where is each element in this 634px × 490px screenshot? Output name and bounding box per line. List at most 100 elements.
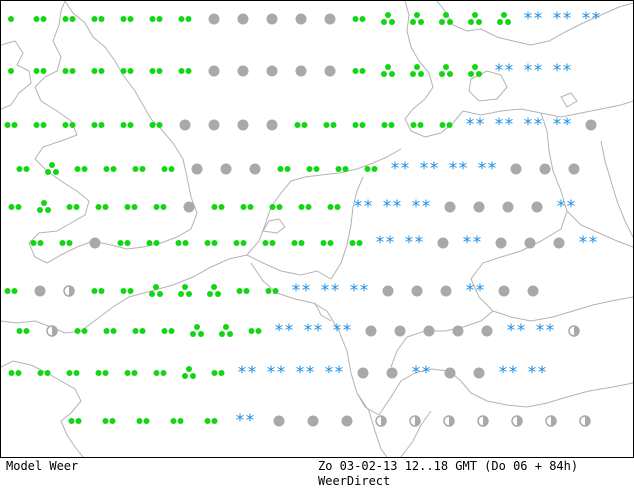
svg-text:*: *	[509, 363, 518, 383]
snow-symbol: * *	[528, 363, 547, 383]
rain-symbol	[298, 204, 312, 210]
rain-symbol	[233, 240, 247, 246]
rain-symbol	[327, 204, 341, 210]
heavy-rain-symbol	[381, 64, 395, 77]
svg-text:*: *	[524, 115, 533, 135]
credit-label: WeerDirect	[318, 474, 391, 488]
rain-symbol	[62, 68, 76, 74]
cloud-symbol	[307, 415, 319, 427]
svg-text:*: *	[333, 321, 342, 341]
rain-symbol	[204, 240, 218, 246]
svg-text:*: *	[383, 197, 392, 217]
cloud-symbol	[473, 367, 485, 379]
cloud-symbol	[183, 201, 195, 213]
snow-symbol: * *	[478, 159, 497, 179]
cloud-symbol	[531, 201, 543, 213]
cloud-symbol	[266, 119, 278, 131]
rain-symbol	[102, 418, 116, 424]
cloud-symbol	[539, 163, 551, 175]
svg-text:*: *	[589, 233, 598, 253]
svg-text:*: *	[563, 115, 572, 135]
svg-text:*: *	[422, 197, 431, 217]
svg-text:*: *	[296, 363, 305, 383]
border-germany-netherlands	[330, 176, 364, 280]
svg-text:*: *	[314, 321, 323, 341]
map-frame: * * * * * * * * * * * * * * * * * * * * * * * * * * * * * * * * * * * * * * * *…	[0, 0, 634, 458]
cloud-symbol	[473, 201, 485, 213]
svg-text:*: *	[391, 159, 400, 179]
rain-symbol	[120, 68, 134, 74]
rain-symbol	[120, 122, 134, 128]
rain-symbol	[136, 418, 150, 424]
svg-text:*: *	[331, 281, 340, 301]
rain-symbol	[132, 166, 146, 172]
snow-symbol: * *	[350, 281, 369, 301]
rain-symbol	[269, 204, 283, 210]
svg-text:*: *	[534, 61, 543, 81]
rain-symbol	[153, 204, 167, 210]
svg-text:*: *	[285, 321, 294, 341]
svg-text:*: *	[302, 281, 311, 301]
svg-text:*: *	[393, 197, 402, 217]
rain-symbol	[149, 68, 163, 74]
border-germany-poland	[540, 112, 568, 212]
cloud-symbol	[220, 163, 232, 175]
rain-symbol	[265, 288, 279, 294]
heavy-rain-symbol	[207, 284, 221, 297]
cloud-symbol	[89, 237, 101, 249]
cloud-symbol	[324, 65, 336, 77]
svg-text:*: *	[495, 61, 504, 81]
heavy-rain-symbol	[178, 284, 192, 297]
svg-text:*: *	[505, 61, 514, 81]
border-austria-italy	[470, 382, 634, 408]
svg-text:*: *	[304, 321, 313, 341]
rain-symbol	[236, 288, 250, 294]
cloud-symbol	[423, 325, 435, 337]
rain-symbol	[91, 288, 105, 294]
rain-symbol	[153, 370, 167, 376]
cloud-symbol	[411, 285, 423, 297]
snow-symbol: * *	[557, 197, 576, 217]
svg-text:*: *	[420, 159, 429, 179]
snow-symbol: * *	[553, 61, 572, 81]
rain-symbol	[4, 288, 18, 294]
rain-symbol	[91, 122, 105, 128]
coastline-zealand	[468, 70, 508, 102]
border-switzerland	[378, 368, 472, 416]
snow-symbol: * *	[524, 9, 543, 29]
rain-symbol	[103, 166, 117, 172]
svg-text:*: *	[422, 363, 431, 383]
cloud-symbol	[179, 119, 191, 131]
cloud-symbol	[527, 285, 539, 297]
svg-text:*: *	[488, 159, 497, 179]
rain-symbol	[95, 370, 109, 376]
svg-text:*: *	[412, 363, 421, 383]
snow-symbol: * *	[275, 321, 294, 341]
svg-text:*: *	[536, 321, 545, 341]
svg-text:*: *	[267, 363, 276, 383]
cloud-symbol	[481, 325, 493, 337]
rain-symbol	[33, 16, 47, 22]
rain-symbol	[349, 240, 363, 246]
rain-symbol	[240, 204, 254, 210]
heavy-rain-symbol	[219, 324, 233, 337]
border-lux	[314, 302, 332, 322]
cloud-symbol	[273, 415, 285, 427]
snow-symbol: * *	[420, 159, 439, 179]
rain-symbol	[364, 166, 378, 172]
heavy-rain-symbol	[45, 162, 59, 175]
rain-symbol	[149, 122, 163, 128]
rain-symbol	[204, 418, 218, 424]
cloud-symbol	[341, 415, 353, 427]
svg-text:*: *	[343, 321, 352, 341]
coastline-britain	[28, 0, 198, 264]
rain-symbol	[352, 68, 366, 74]
rain-symbol	[59, 240, 73, 246]
svg-text:*: *	[534, 9, 543, 29]
snow-symbol: * *	[267, 363, 286, 383]
rain-symbol	[74, 166, 88, 172]
svg-text:*: *	[505, 115, 514, 135]
heavy-rain-symbol	[190, 324, 204, 337]
rain-symbol	[306, 166, 320, 172]
svg-text:*: *	[466, 281, 475, 301]
